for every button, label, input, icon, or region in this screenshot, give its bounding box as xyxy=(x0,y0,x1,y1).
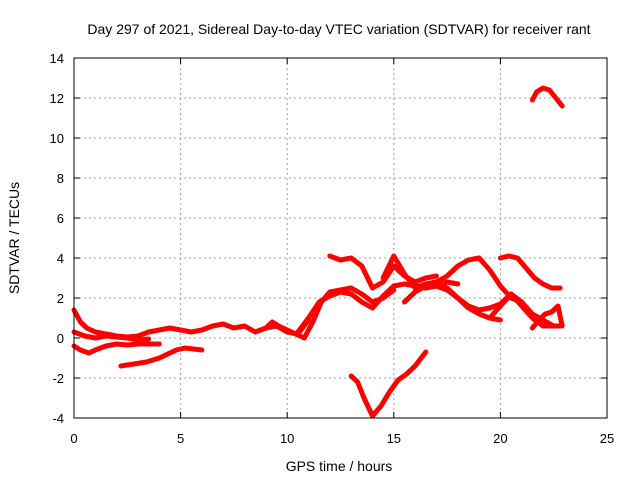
x-tick-label: 15 xyxy=(387,431,401,446)
series-line-track-11 xyxy=(433,283,557,329)
y-tick-label: 6 xyxy=(57,211,64,226)
series-line-track-3 xyxy=(71,341,162,356)
x-tick-label: 5 xyxy=(177,431,184,446)
y-tick-label: 12 xyxy=(50,91,64,106)
x-axis-label: GPS time / hours xyxy=(286,458,393,474)
y-tick-label: 2 xyxy=(57,291,64,306)
chart-title: Day 297 of 2021, Sidereal Day-to-day VTE… xyxy=(87,21,590,37)
x-tick-label: 25 xyxy=(600,431,614,446)
series-line-track-8 xyxy=(348,349,429,419)
series-line-track-12 xyxy=(497,253,563,291)
y-tick-label: 10 xyxy=(50,131,64,146)
y-tick-label: 14 xyxy=(50,51,64,66)
tick-group: 0 5 10 15 20 25 -4 -2 0 2 4 6 8 10 12 14 xyxy=(50,51,615,446)
x-tick-label: 0 xyxy=(70,431,77,446)
y-tick-label: -2 xyxy=(52,371,64,386)
series-line-track-9 xyxy=(380,253,503,323)
series-line-track-2 xyxy=(71,329,152,343)
series-line-track-15 xyxy=(529,85,565,109)
series-line-track-7 xyxy=(327,253,439,291)
series-group xyxy=(71,85,565,419)
plot-frame xyxy=(73,57,608,419)
series-line-track-10 xyxy=(402,255,525,305)
series-line-track-4 xyxy=(118,345,205,369)
y-tick-label: 0 xyxy=(57,331,64,346)
series-line-track-14 xyxy=(529,303,565,331)
series-line-track-13 xyxy=(487,291,563,329)
series-line-track-6 xyxy=(295,279,461,335)
y-tick-label: 8 xyxy=(57,171,64,186)
grid xyxy=(74,58,607,418)
x-tick-label: 20 xyxy=(493,431,507,446)
y-axis-label: SDTVAR / TECUs xyxy=(6,182,22,294)
x-tick-label: 10 xyxy=(280,431,294,446)
y-tick-label: 4 xyxy=(57,251,64,266)
y-tick-label: -4 xyxy=(52,411,64,426)
